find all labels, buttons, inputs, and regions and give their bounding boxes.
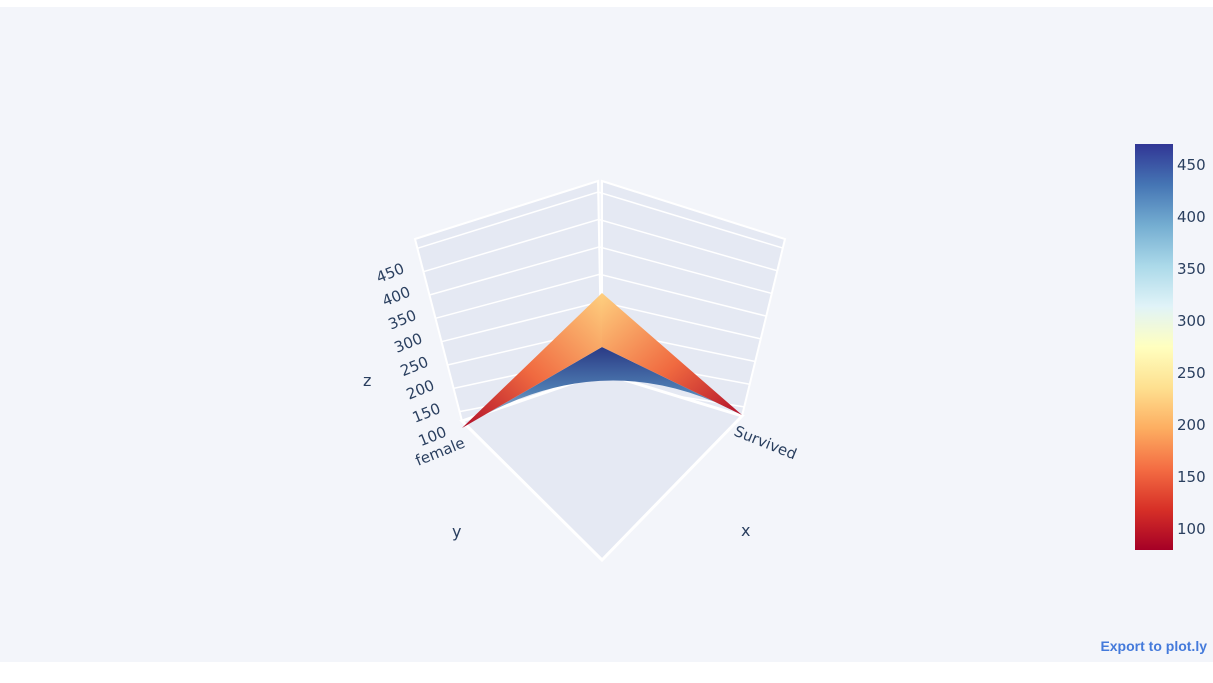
colorbar-tick-100: 100 [1177,520,1206,538]
z-tick-250: 250 [398,353,431,380]
z-tick-350: 350 [386,306,419,333]
z-tick-150: 150 [410,399,443,426]
z-tick-200: 200 [404,376,437,403]
z-tick-300: 300 [392,329,425,356]
colorbar-tick-250: 250 [1177,364,1206,382]
colorbar-tick-200: 200 [1177,416,1206,434]
colorbar-ticks: 100 150 200 250 300 350 400 450 [1177,156,1206,538]
colorbar-gradient [1135,144,1173,550]
colorbar-tick-400: 400 [1177,208,1206,226]
x-axis-title: x [741,521,750,540]
plot-area[interactable]: 100 150 200 250 300 350 400 450 z female y Surv… [0,7,1213,662]
colorbar-tick-300: 300 [1177,312,1206,330]
colorbar-tick-350: 350 [1177,260,1206,278]
x-tick-label: Survived [732,422,800,463]
export-to-plotly-link[interactable]: Export to plot.ly [1100,638,1207,654]
colorbar-tick-450: 450 [1177,156,1206,174]
z-tick-400: 400 [380,283,413,310]
z-tick-450: 450 [374,259,407,286]
colorbar-tick-150: 150 [1177,468,1206,486]
colorbar: 100 150 200 250 300 350 400 450 [1135,144,1206,550]
y-axis-title: y [452,522,461,541]
z-axis-title: z [363,371,371,390]
